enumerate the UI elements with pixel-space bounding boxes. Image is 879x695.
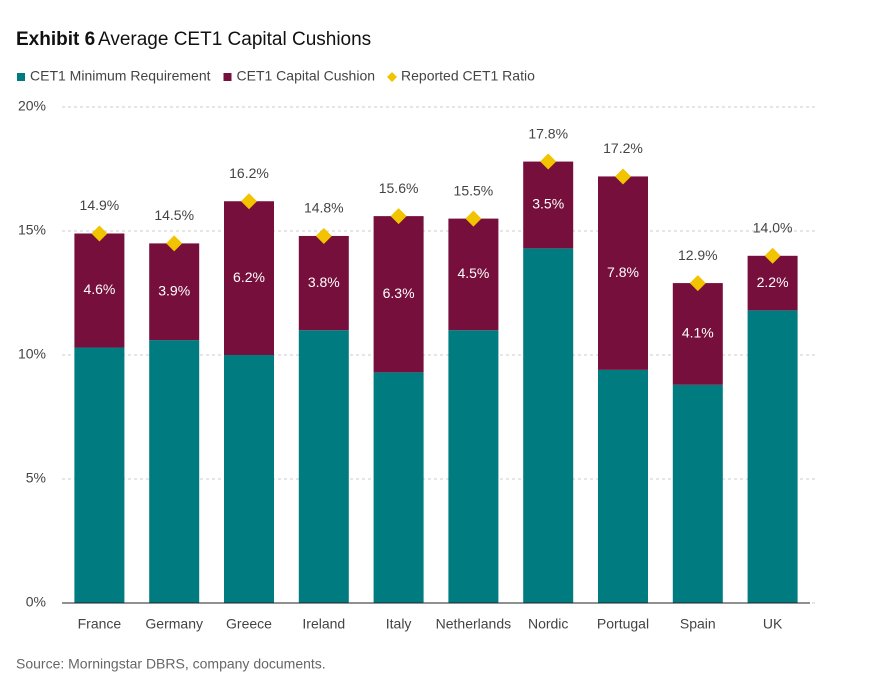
data-label: 16.2%	[229, 165, 269, 181]
bar-segment	[298, 330, 349, 603]
bar-segment	[373, 216, 424, 373]
data-label: 7.8%	[607, 264, 639, 280]
x-tick-label: UK	[763, 616, 783, 632]
x-tick-label: Nordic	[528, 616, 568, 632]
marker	[764, 247, 781, 264]
marker	[540, 153, 557, 170]
marker	[615, 168, 631, 185]
bar-segment	[149, 243, 200, 341]
bar-segment	[747, 310, 798, 603]
marker	[390, 208, 407, 225]
y-tick-label: 20%	[18, 98, 46, 114]
data-label: 17.2%	[603, 140, 643, 156]
x-tick-label: Germany	[145, 616, 203, 632]
marker	[315, 227, 332, 244]
x-tick-label: France	[78, 616, 122, 632]
marker	[689, 275, 706, 292]
x-tick-label: Netherlands	[436, 616, 512, 632]
bar-segment	[74, 347, 125, 603]
y-tick-label: 10%	[18, 346, 46, 362]
data-label: 2.2%	[757, 274, 789, 290]
bar-segment	[448, 218, 499, 331]
bar-segment	[74, 233, 125, 348]
marker	[241, 193, 257, 210]
data-label: 15.6%	[379, 180, 419, 196]
x-tick-label: Spain	[680, 616, 716, 632]
data-label: 14.8%	[304, 200, 344, 216]
y-tick-label: 0%	[26, 594, 46, 610]
bar-segment	[523, 161, 574, 249]
x-tick-label: Ireland	[302, 616, 345, 632]
bar-segment	[224, 201, 274, 355]
data-label: 14.5%	[154, 207, 194, 223]
data-label: 17.8%	[528, 125, 568, 141]
legend-label: Reported CET1 Ratio	[401, 68, 535, 84]
bar-segment	[523, 248, 574, 604]
chart-title-label: Exhibit 6	[16, 29, 95, 50]
data-label: 4.6%	[83, 281, 115, 297]
data-label: 3.8%	[308, 274, 340, 290]
bar-segment	[373, 372, 424, 603]
data-label: 6.2%	[233, 269, 265, 285]
legend-label: CET1 Capital Cushion	[237, 68, 376, 84]
marker	[465, 210, 482, 227]
bar-segment	[598, 176, 648, 370]
marker	[91, 225, 108, 242]
legend-swatch	[387, 72, 398, 82]
bar-segment	[672, 384, 723, 603]
data-label: 14.9%	[80, 197, 120, 213]
bar-segment	[747, 255, 798, 311]
bar-segment	[224, 355, 274, 603]
legend-swatch	[17, 73, 25, 81]
legend-swatch	[223, 73, 232, 81]
data-label: 6.3%	[383, 285, 415, 301]
bar-segment	[598, 369, 648, 603]
marker	[166, 235, 183, 252]
data-label: 3.9%	[158, 282, 190, 298]
bar-segment	[149, 340, 200, 603]
legend-label: CET1 Minimum Requirement	[30, 68, 211, 84]
bar-segment	[448, 330, 499, 603]
data-label: 14.0%	[753, 220, 793, 236]
data-label: 12.9%	[678, 247, 718, 263]
data-label: 4.1%	[682, 325, 714, 341]
x-tick-label: Italy	[386, 616, 412, 632]
bar-segment	[298, 235, 349, 331]
x-tick-label: Portugal	[597, 616, 649, 632]
source-note: Source: Morningstar DBRS, company docume…	[16, 656, 326, 672]
chart-title: Average CET1 Capital Cushions	[98, 29, 371, 50]
data-label: 3.5%	[532, 196, 564, 212]
bar-segment	[672, 283, 723, 385]
y-tick-label: 5%	[26, 470, 46, 486]
data-label: 15.5%	[454, 182, 494, 198]
x-tick-label: Greece	[226, 616, 272, 632]
data-label: 4.5%	[457, 265, 489, 281]
y-tick-label: 15%	[18, 222, 46, 238]
